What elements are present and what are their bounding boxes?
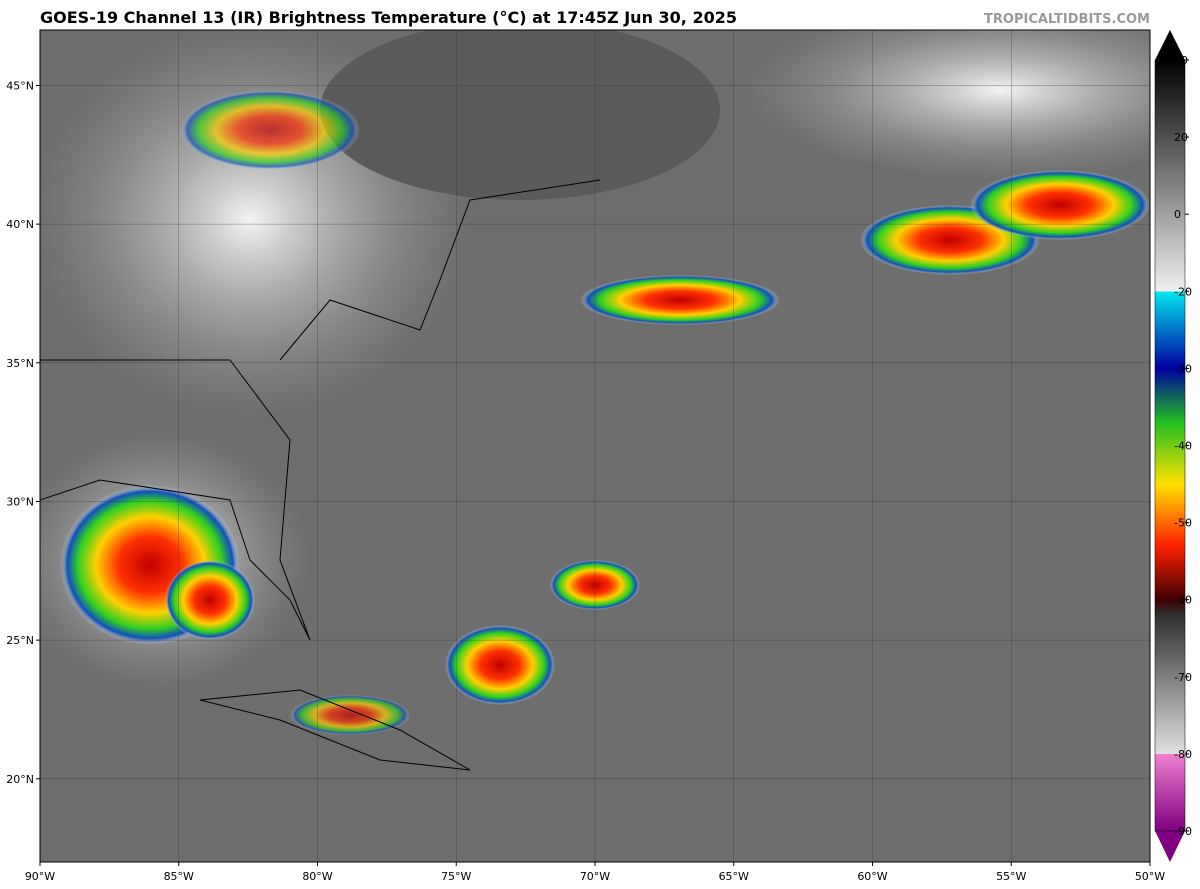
y-tick-label: 40°N xyxy=(6,218,34,231)
colorbar-tick-label: -80 xyxy=(1174,748,1192,761)
storm-cell xyxy=(180,90,360,170)
y-tick-label: 20°N xyxy=(6,773,34,786)
x-tick-label: 50°W xyxy=(1135,870,1165,883)
colorbar-tick-label: -40 xyxy=(1174,440,1192,453)
title: GOES-19 Channel 13 (IR) Brightness Tempe… xyxy=(40,8,737,27)
x-tick-label: 90°W xyxy=(25,870,55,883)
colorbar xyxy=(1154,59,1186,832)
y-tick-label: 45°N xyxy=(6,79,34,92)
x-tick-label: 55°W xyxy=(996,870,1026,883)
colorbar-tick-label: 0 xyxy=(1174,208,1181,221)
storm-cell xyxy=(290,695,410,735)
y-tick-label: 25°N xyxy=(6,634,34,647)
colorbar-tick-label: -30 xyxy=(1174,362,1192,375)
y-tick-label: 35°N xyxy=(6,357,34,370)
x-tick-label: 75°W xyxy=(441,870,471,883)
storm-cell xyxy=(165,560,255,640)
y-tick-label: 30°N xyxy=(6,495,34,508)
x-tick-label: 65°W xyxy=(719,870,749,883)
colorbar-extend xyxy=(1155,30,1185,60)
colorbar-tick-label: 40 xyxy=(1174,54,1188,67)
land xyxy=(320,30,720,200)
coastline xyxy=(279,179,601,361)
colorbar-tick-label: -90 xyxy=(1174,825,1192,838)
cloud-area xyxy=(740,30,1150,180)
coastline xyxy=(199,689,471,771)
x-tick-label: 80°W xyxy=(302,870,332,883)
colorbar-tick-label: -60 xyxy=(1174,594,1192,607)
x-tick-label: 60°W xyxy=(857,870,887,883)
imagery xyxy=(40,30,1150,862)
storm-cell xyxy=(445,625,555,705)
colorbar-tick-label: -70 xyxy=(1174,671,1192,684)
colorbar-tick-label: 20 xyxy=(1174,131,1188,144)
storm-cell xyxy=(580,275,780,325)
storm-cell xyxy=(970,170,1150,240)
x-tick-label: 85°W xyxy=(164,870,194,883)
colorbar-extend xyxy=(1155,831,1185,862)
coastline xyxy=(40,359,311,641)
colorbar-tick-label: -50 xyxy=(1174,517,1192,530)
x-tick-label: 70°W xyxy=(580,870,610,883)
colorbar-tick-label: -20 xyxy=(1174,285,1192,298)
source: TROPICALTIDBITS.COM xyxy=(984,12,1150,27)
